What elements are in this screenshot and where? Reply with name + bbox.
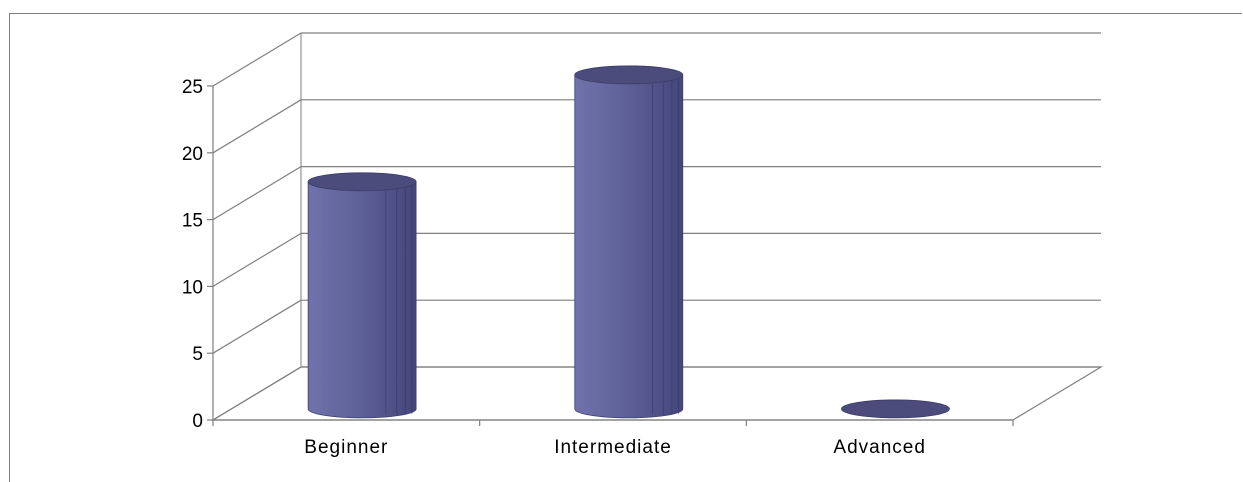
x-category-label: Advanced	[833, 437, 926, 458]
gridline-diagonal	[212, 99, 302, 154]
y-tick-label: 5	[192, 344, 203, 365]
y-tick-label: 20	[182, 144, 203, 165]
gridline-diagonal	[212, 366, 302, 421]
bar-top-cap	[574, 65, 684, 85]
bar-top-cap	[841, 399, 950, 419]
advanced-bar	[841, 399, 950, 419]
y-tick-label: 25	[182, 77, 203, 98]
y-tick-labels: 0 5 10 15 20 25	[182, 77, 203, 432]
bars	[307, 65, 950, 419]
gridline-diagonal	[212, 232, 302, 287]
y-tick-label: 0	[192, 411, 203, 432]
x-category-label: Beginner	[304, 437, 388, 458]
y-tick-label: 10	[182, 277, 203, 298]
y-tick-label: 15	[182, 211, 203, 232]
intermediate-bar	[574, 65, 684, 419]
x-category-labels: Beginner Intermediate Advanced	[304, 437, 926, 458]
x-category-label: Intermediate	[554, 437, 672, 458]
axes	[207, 85, 1014, 426]
gridline-diagonal	[212, 299, 302, 354]
bar-top-cap	[307, 172, 417, 192]
chart-frame	[9, 13, 1242, 482]
bar-body	[574, 74, 684, 419]
gridlines	[210, 32, 1104, 421]
gridline-diagonal	[212, 166, 302, 221]
beginner-bar	[307, 172, 417, 419]
bar-body	[307, 181, 417, 419]
gridline-diagonal	[212, 32, 302, 87]
